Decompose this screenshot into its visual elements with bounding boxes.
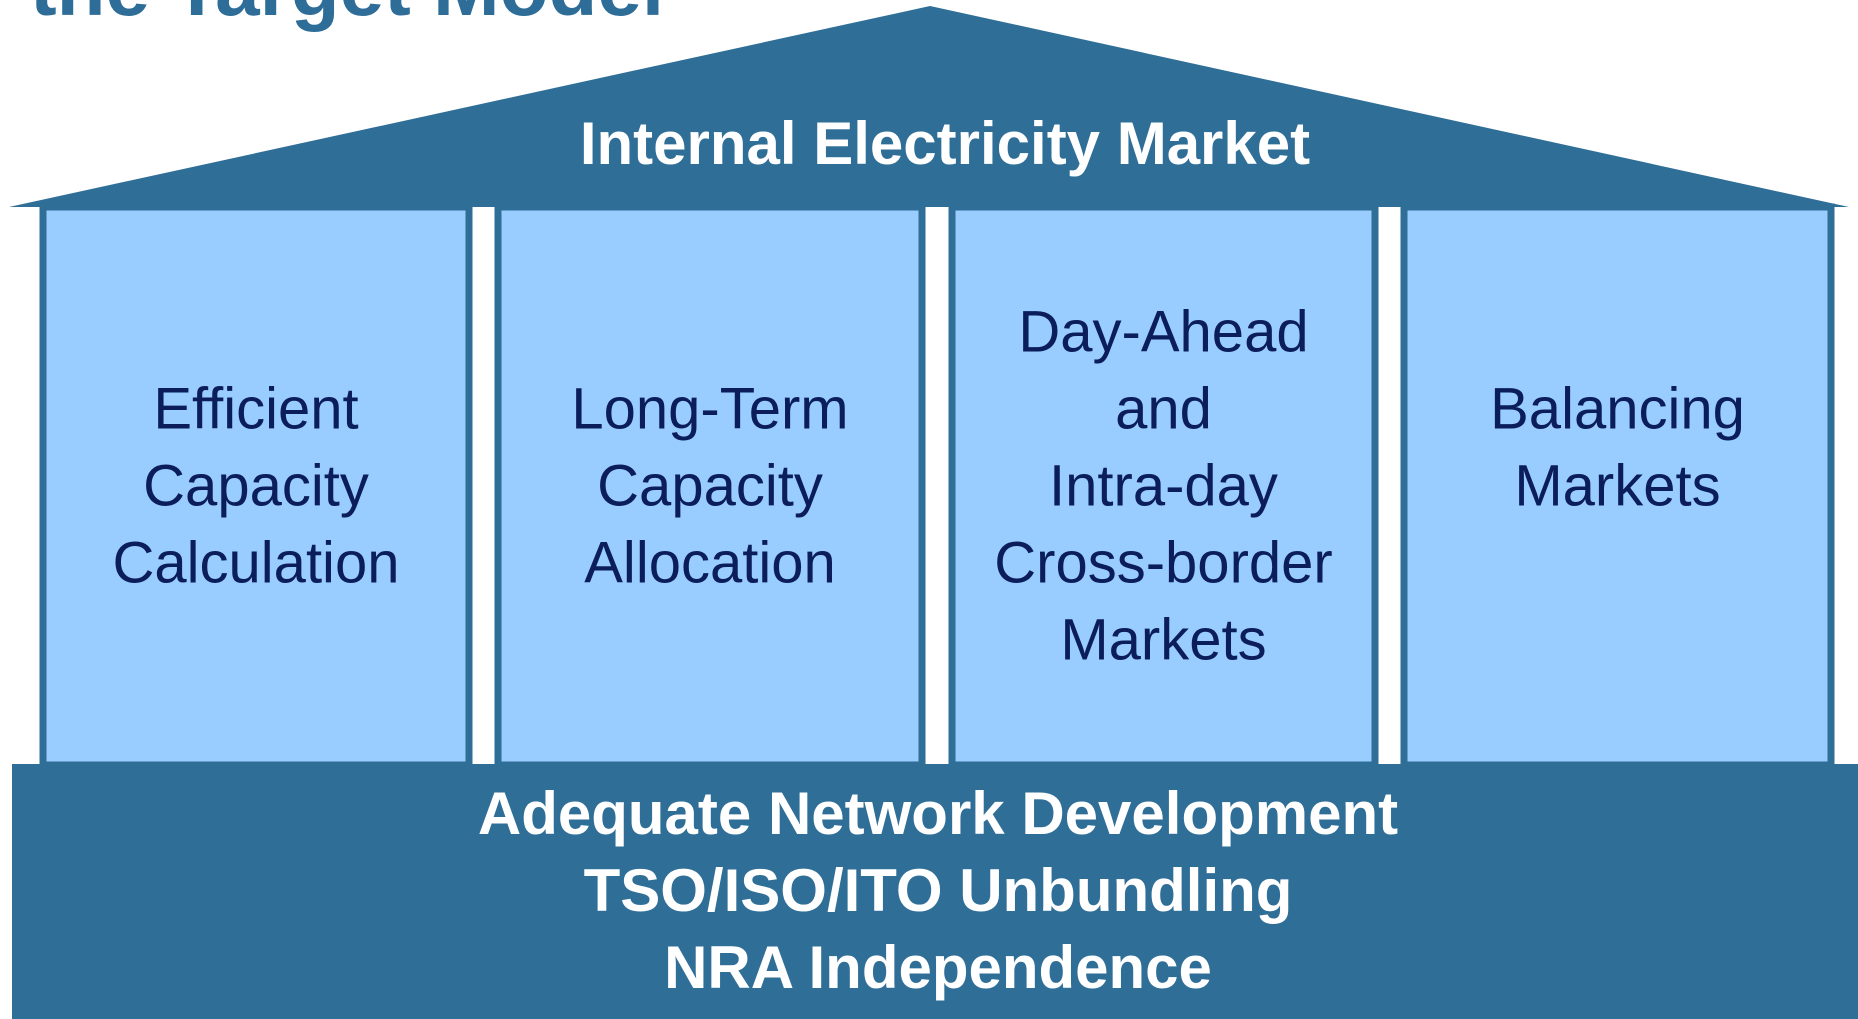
foundation-label: Adequate Network Development — [478, 780, 1398, 847]
pillar — [1400, 203, 1835, 769]
pillar — [39, 203, 473, 769]
pillar-label: Markets — [1514, 453, 1720, 518]
pillar-label: Balancing — [1490, 376, 1745, 441]
foundation-label: NRA Independence — [664, 934, 1212, 1001]
pillar-label: Capacity — [597, 453, 823, 518]
foundation — [12, 764, 1858, 1019]
pillar-label: Markets — [1060, 607, 1266, 672]
pillar-label: Calculation — [113, 530, 400, 595]
pillar — [494, 203, 926, 769]
pillar-label: Intra-day — [1049, 453, 1278, 518]
pillar-label: Efficient — [153, 376, 358, 441]
pillar-label: and — [1115, 376, 1212, 441]
pillar-label: Long-Term — [571, 376, 848, 441]
pillar-label: Allocation — [584, 530, 835, 595]
page-title: the Target Model — [30, 0, 664, 32]
roof — [9, 6, 1849, 207]
pillar-label: Day-Ahead — [1018, 299, 1308, 364]
foundation-label: TSO/ISO/ITO Unbundling — [584, 857, 1293, 924]
pillar-label: Cross-border — [994, 530, 1332, 595]
pillar-label: Capacity — [143, 453, 369, 518]
roof-label: Internal Electricity Market — [580, 110, 1310, 177]
pillar — [948, 203, 1379, 769]
